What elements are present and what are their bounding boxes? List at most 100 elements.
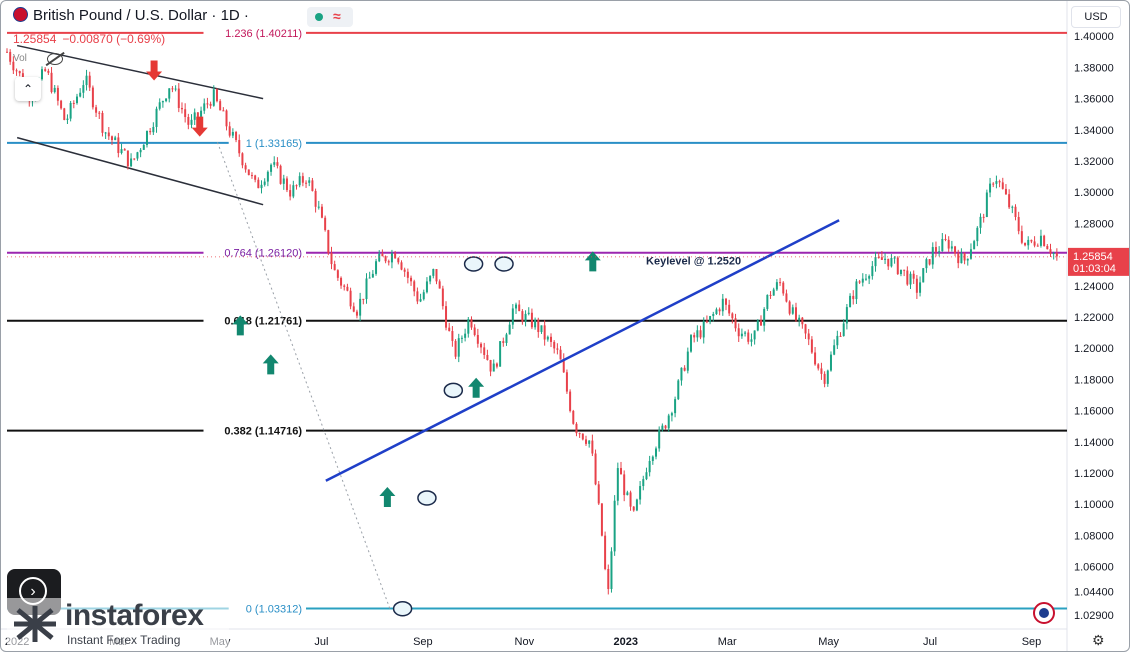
settings-gear-icon[interactable]: ⚙ bbox=[1092, 632, 1105, 648]
x-tick-label: Jul bbox=[923, 636, 937, 648]
candle-body bbox=[753, 330, 756, 340]
candle-body bbox=[171, 88, 174, 90]
candle-body bbox=[155, 108, 158, 127]
fib-label-bg bbox=[203, 312, 306, 327]
y-tick-label: 1.04400 bbox=[1074, 587, 1114, 599]
candle-body bbox=[375, 261, 378, 274]
chevron-up-icon: ⌃ bbox=[22, 82, 34, 96]
candle-body bbox=[724, 298, 727, 305]
candle-body bbox=[928, 259, 931, 265]
status-badge[interactable]: ≈ bbox=[307, 7, 353, 27]
candle-body bbox=[467, 319, 470, 334]
fib-level-label: 1.236 (1.40211) bbox=[225, 28, 302, 40]
candles-group bbox=[6, 48, 1058, 595]
candle-body bbox=[260, 184, 263, 189]
candle-body bbox=[899, 269, 902, 275]
currency-button[interactable]: USD bbox=[1071, 6, 1121, 28]
candle-body bbox=[492, 363, 495, 372]
fib-dotted-line bbox=[217, 142, 391, 609]
price-change-line: 1.25854 −0.00870 (−0.69%) bbox=[13, 32, 171, 46]
candle-body bbox=[1055, 253, 1058, 257]
fib-label-bg bbox=[228, 600, 306, 615]
candle-body bbox=[680, 367, 683, 381]
candle-body bbox=[737, 328, 740, 337]
fib-level-label: 1 (1.33165) bbox=[246, 138, 302, 150]
candle-body bbox=[1049, 249, 1052, 254]
candle-body bbox=[979, 216, 982, 228]
candle-body bbox=[387, 261, 390, 263]
candle-body bbox=[871, 266, 874, 277]
y-tick-label: 1.02900 bbox=[1074, 610, 1114, 622]
candle-body bbox=[254, 175, 257, 180]
candle-body bbox=[126, 150, 129, 167]
wave-icon: ≈ bbox=[333, 8, 341, 24]
candle-body bbox=[721, 298, 724, 312]
candle-body bbox=[842, 323, 845, 336]
candle-body bbox=[957, 253, 960, 264]
candle-body bbox=[998, 181, 1001, 183]
hide-eye-icon[interactable] bbox=[47, 53, 63, 65]
candle-body bbox=[569, 391, 572, 411]
watermark-name: instaforex bbox=[65, 599, 204, 632]
y-tick-label: 1.32000 bbox=[1074, 156, 1114, 168]
candle-body bbox=[250, 175, 253, 177]
y-tick-label: 1.08000 bbox=[1074, 530, 1114, 542]
candle-body bbox=[130, 158, 133, 167]
candle-body bbox=[1043, 235, 1046, 246]
candle-body bbox=[521, 311, 524, 322]
candle-body bbox=[651, 456, 654, 461]
candle-body bbox=[98, 112, 101, 114]
candle-body bbox=[941, 238, 944, 252]
current-price-badge bbox=[1068, 247, 1129, 276]
candle-body bbox=[136, 152, 139, 159]
candle-body bbox=[915, 278, 918, 293]
candle-body bbox=[562, 359, 565, 373]
collapse-legend-button[interactable]: ⌃ bbox=[15, 77, 41, 101]
candle-body bbox=[247, 169, 250, 176]
candle-body bbox=[712, 313, 715, 317]
candle-body bbox=[823, 373, 826, 384]
fib-label-bg bbox=[203, 244, 306, 259]
candle-body bbox=[718, 309, 721, 312]
candle-body bbox=[810, 339, 813, 353]
candle-body bbox=[1008, 194, 1011, 208]
candle-body bbox=[801, 317, 804, 325]
candle-body bbox=[588, 440, 591, 444]
candle-body bbox=[769, 294, 772, 296]
instaforex-logo-icon bbox=[14, 606, 56, 642]
candle-body bbox=[944, 238, 947, 240]
candle-body bbox=[104, 132, 107, 134]
support-trendline bbox=[325, 219, 840, 482]
candle-body bbox=[158, 102, 161, 109]
candle-body bbox=[969, 249, 972, 259]
y-tick-label: 1.06000 bbox=[1074, 562, 1114, 574]
candle-body bbox=[184, 109, 187, 118]
candle-body bbox=[429, 275, 432, 282]
market-open-dot-icon bbox=[315, 13, 323, 21]
candle-body bbox=[406, 271, 409, 278]
candle-body bbox=[829, 354, 832, 371]
y-tick-label: 1.38000 bbox=[1074, 62, 1114, 74]
candle-body bbox=[88, 75, 91, 88]
x-tick-label: May bbox=[818, 636, 839, 648]
candle-body bbox=[225, 110, 228, 127]
x-tick-label: 2023 bbox=[614, 636, 638, 648]
candle-body bbox=[782, 282, 785, 294]
candle-body bbox=[836, 335, 839, 346]
candle-body bbox=[1030, 239, 1033, 242]
candle-body bbox=[91, 87, 94, 108]
candle-body bbox=[779, 282, 782, 284]
symbol-title[interactable]: British Pound / U.S. Dollar · 1D · bbox=[13, 7, 249, 24]
candle-body bbox=[139, 149, 142, 153]
up-arrow-icon bbox=[584, 251, 601, 272]
candle-body bbox=[79, 92, 82, 97]
candle-body bbox=[540, 325, 543, 333]
candle-body bbox=[489, 359, 492, 372]
candle-body bbox=[1014, 206, 1017, 217]
candle-body bbox=[610, 551, 613, 590]
candle-body bbox=[231, 131, 234, 136]
candle-body bbox=[457, 338, 460, 357]
candle-body bbox=[947, 239, 950, 249]
